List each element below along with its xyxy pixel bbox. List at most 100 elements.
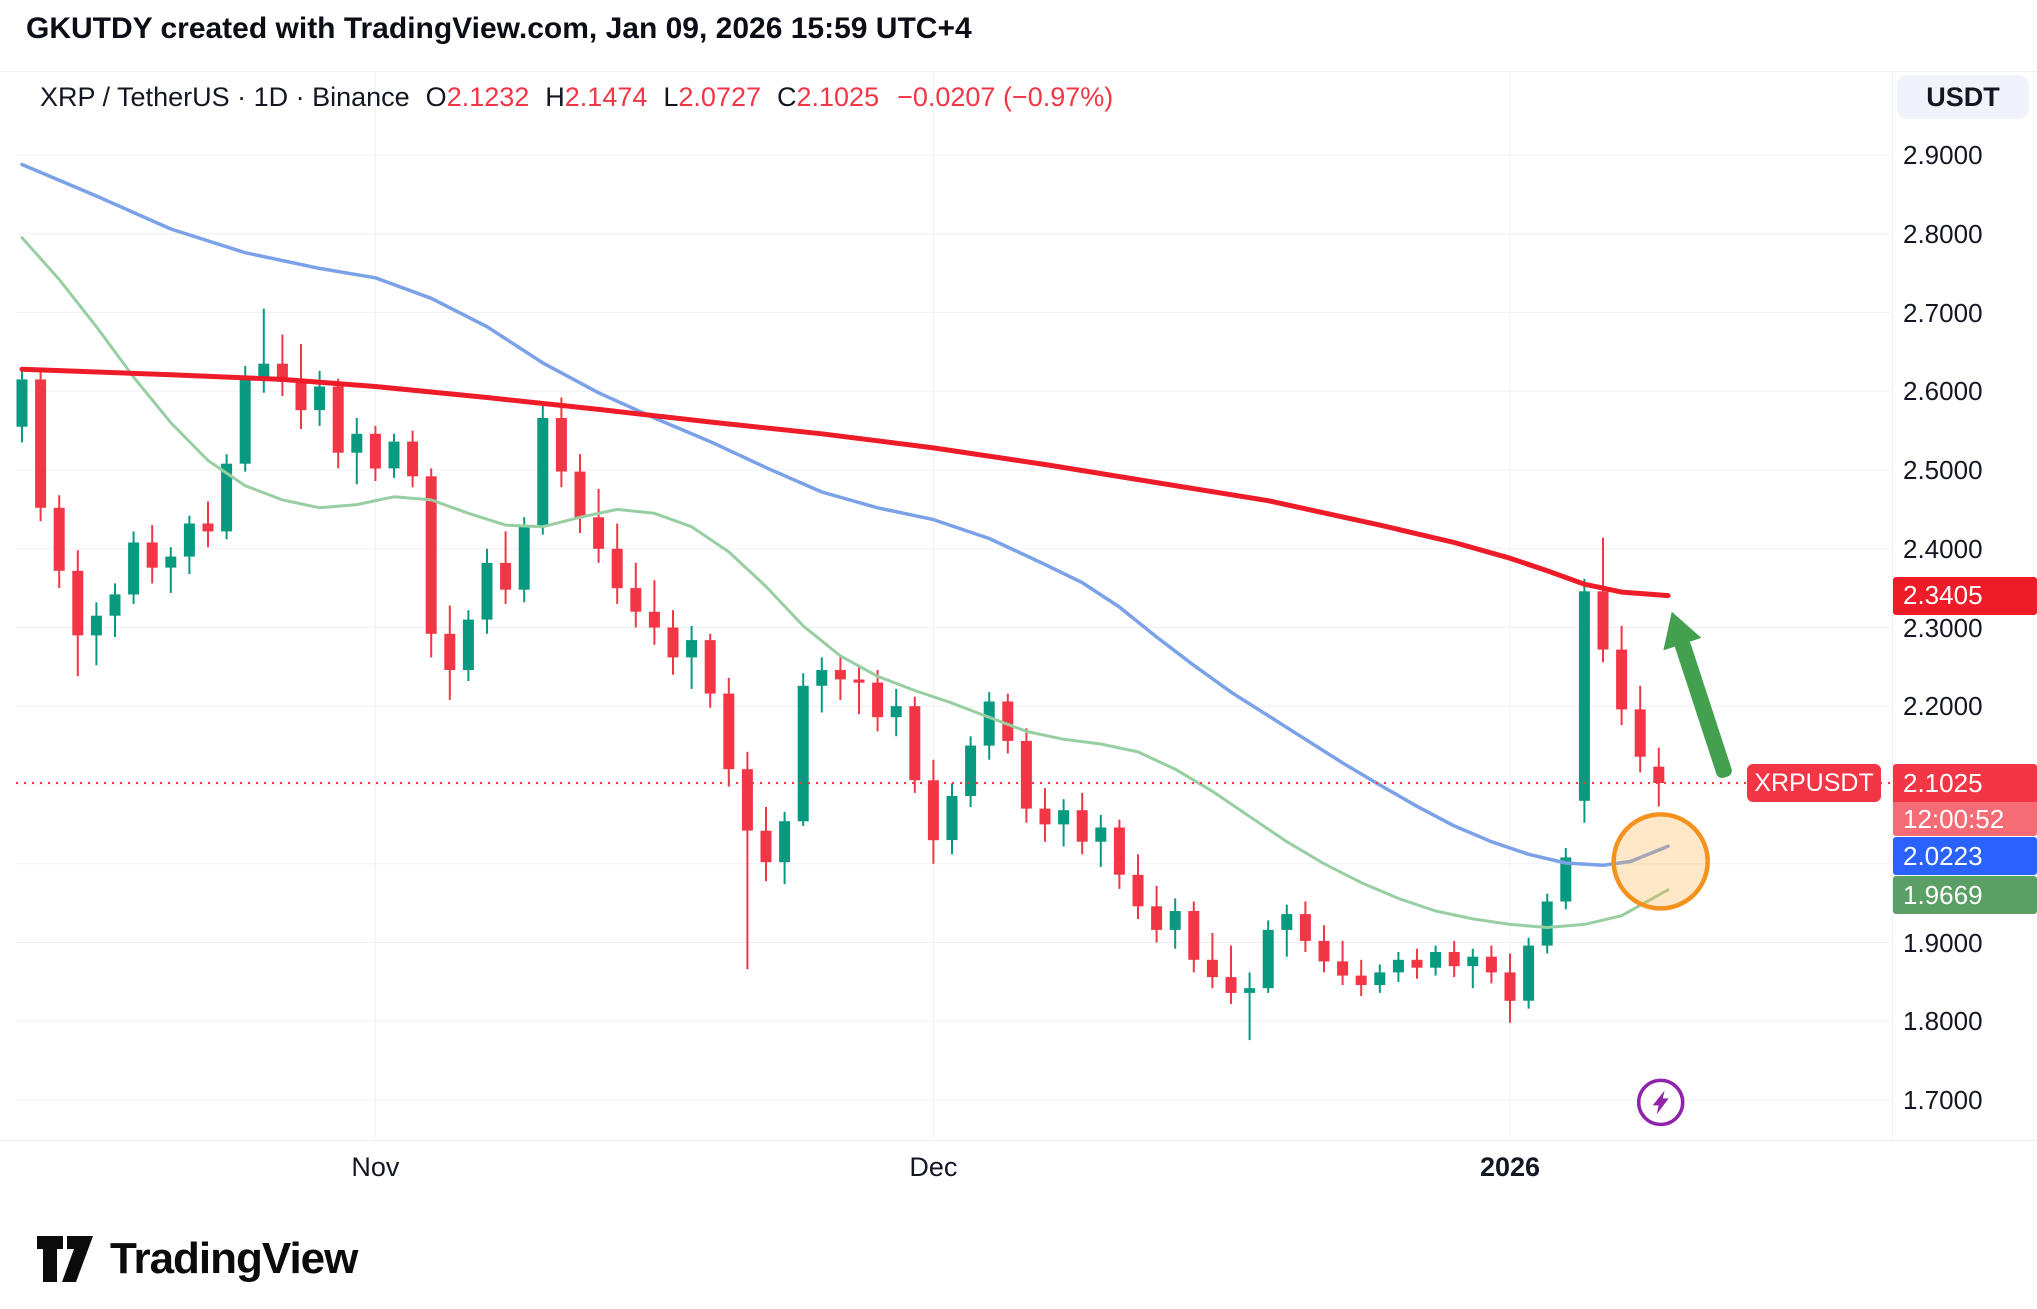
separator <box>0 1140 2037 1141</box>
candle-body <box>1169 911 1181 930</box>
ma-short-green-line <box>20 236 1670 929</box>
candle-body <box>630 588 642 612</box>
candle-body <box>481 562 493 620</box>
candle-body <box>239 377 251 464</box>
candle-body <box>1337 961 1349 976</box>
price-tick-label: 1.9000 <box>1903 927 1983 958</box>
ma-long-red-line <box>19 366 1671 599</box>
candle-body <box>1058 810 1070 825</box>
price-tick-label: 2.8000 <box>1903 218 1983 249</box>
flash-boost-icon[interactable] <box>1636 1078 1685 1127</box>
change-value: −0.0207 (−0.97%) <box>897 82 1114 112</box>
ma-red-value-badge: 2.3405 <box>1893 576 2037 615</box>
footer: TradingView <box>36 1234 358 1284</box>
candle-body <box>1560 857 1572 902</box>
tradingview-wordmark[interactable]: TradingView <box>110 1234 358 1283</box>
candle-body <box>332 386 344 453</box>
candle-body <box>90 615 102 636</box>
candle-body <box>165 556 177 568</box>
candle-body <box>1597 591 1609 650</box>
candle-body <box>128 542 140 595</box>
candle-body <box>1281 914 1293 930</box>
last-price-text: 2.1025 <box>1893 764 2037 802</box>
legend-symbol[interactable]: XRP / TetherUS · 1D · Binance <box>40 82 410 112</box>
price-tick-label: 2.3000 <box>1903 612 1983 643</box>
ma-blue-value-text: 2.0223 <box>1893 837 2037 875</box>
candle-body <box>500 562 512 590</box>
candle-body <box>555 418 567 472</box>
candle-body <box>983 701 995 746</box>
candle-body <box>1002 701 1014 741</box>
price-axis[interactable]: 2.9000 2.8000 2.7000 2.6000 2.5000 2.4000 2.30… <box>1893 0 2037 1140</box>
candle-body <box>1653 766 1665 783</box>
candle-body <box>1448 952 1460 967</box>
grid-layer <box>16 72 1890 1138</box>
candle-body <box>704 640 716 694</box>
candle-body <box>611 548 623 589</box>
candle-body <box>1151 906 1163 930</box>
candle-body <box>444 633 456 670</box>
tradingview-logo-icon[interactable] <box>36 1235 94 1283</box>
candle-body <box>314 386 326 411</box>
high-label: H <box>545 82 565 112</box>
price-tick-label: 2.7000 <box>1903 297 1983 328</box>
candle-body <box>462 619 474 670</box>
open-label: O <box>425 82 447 112</box>
candle-body <box>909 706 921 781</box>
candle-body <box>258 363 270 378</box>
price-tick-label: 2.6000 <box>1903 376 1983 407</box>
candle-body <box>1541 901 1553 946</box>
bar-countdown: 12:00:52 <box>1893 802 2037 836</box>
candle-body <box>1318 940 1330 962</box>
currency-toggle-button[interactable]: USDT <box>1897 75 2029 119</box>
candle-body <box>369 433 381 469</box>
candle-body <box>1262 929 1274 989</box>
candle-body <box>667 627 679 658</box>
candle-body <box>425 476 437 634</box>
time-axis[interactable]: Nov Dec 2026 <box>0 1141 1890 1201</box>
up-arrow-drawing[interactable] <box>1653 606 1745 784</box>
candle-body <box>723 693 735 770</box>
candle-body <box>1299 914 1311 941</box>
candle-body <box>276 363 288 382</box>
candle-body <box>797 685 809 822</box>
candle-body <box>1374 972 1386 985</box>
price-tick-label: 1.7000 <box>1903 1085 1983 1115</box>
candle-body <box>16 379 28 427</box>
last-price-badge: 2.1025 12:00:52 <box>1893 764 2037 836</box>
candle-body <box>1095 827 1107 842</box>
candle-body <box>407 441 419 477</box>
ma-green-value-text: 1.9669 <box>1893 876 2037 914</box>
candle-body <box>1467 956 1479 967</box>
time-tick-label: 2026 <box>1479 1152 1541 1182</box>
highlight-circle-drawing[interactable] <box>1611 812 1710 911</box>
candle-body <box>1188 911 1200 960</box>
candle-body <box>1634 709 1646 757</box>
candle-body <box>834 670 846 680</box>
candle-body <box>946 796 958 841</box>
low-value: 2.0727 <box>678 82 761 112</box>
candle-body <box>518 526 530 590</box>
candle-body <box>648 611 660 628</box>
lightning-glyph <box>1652 1090 1669 1115</box>
candle-body <box>1578 591 1590 801</box>
candle-body <box>183 523 195 557</box>
symbol-legend: XRP / TetherUS · 1D · Binance O2.1232 H2.1… <box>40 82 1113 113</box>
candle-body <box>593 517 605 549</box>
candle-body <box>760 830 772 863</box>
candle-body <box>109 594 121 616</box>
candle-body <box>853 679 865 683</box>
candle-body <box>890 706 902 718</box>
candle-body <box>872 682 884 718</box>
candle-body <box>221 463 233 532</box>
candle-body <box>1616 649 1628 710</box>
attribution-bar: GKUTDY created with TradingView.com, Jan… <box>26 12 972 46</box>
attribution-text: GKUTDY created with TradingView.com, Jan… <box>26 12 972 45</box>
candle-body <box>816 670 828 686</box>
price-tick-label: 1.8000 <box>1903 1006 1983 1037</box>
candle-body <box>1132 874 1144 907</box>
symbol-price-tag: XRPUSDT <box>1747 764 1881 802</box>
candle-body <box>53 507 65 571</box>
